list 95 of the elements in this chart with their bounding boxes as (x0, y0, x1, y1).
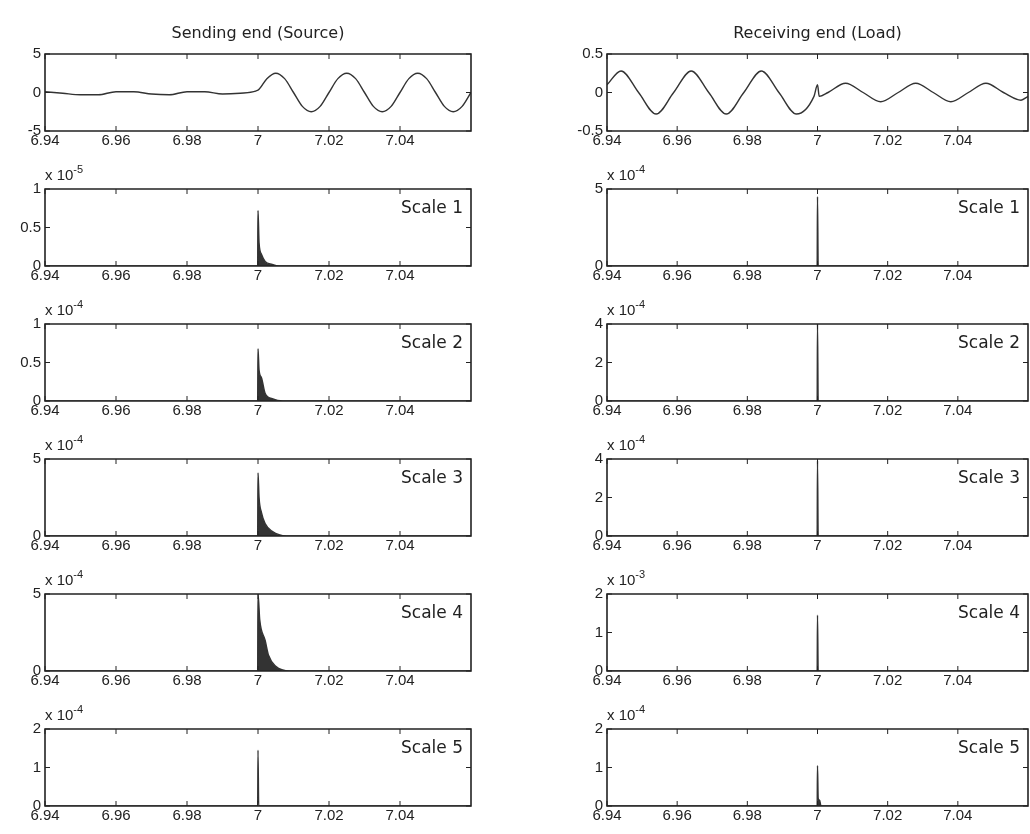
y-tick-label: 5 (594, 179, 603, 197)
y-tick-label: 0.5 (582, 44, 603, 62)
y-tick-label: 2 (594, 352, 603, 370)
x-tick-label: 7 (253, 671, 263, 689)
x-tick-label: 6.98 (172, 806, 202, 824)
annotation: Scale 2 (401, 332, 463, 353)
x-tick-label: 6.96 (662, 401, 692, 419)
x-tick-label: 7.04 (385, 536, 415, 554)
x-tick-label: 7 (813, 536, 822, 554)
annotation: Scale 4 (958, 602, 1020, 623)
x-tick-label: 6.96 (662, 536, 692, 554)
y-tick-label: 2 (594, 487, 603, 505)
x-tick-label: 6.96 (101, 266, 131, 284)
annotation: Scale 3 (958, 467, 1020, 488)
x-tick-label: 6.98 (172, 671, 202, 689)
y-tick-label: 1 (594, 757, 603, 775)
x-tick-label: 7.02 (873, 536, 903, 554)
x-tick-label: 6.98 (732, 401, 762, 419)
y-tick-label: 5 (32, 449, 41, 467)
line-series (607, 70, 1028, 115)
chart-title: Receiving end (Load) (733, 23, 902, 43)
x-tick-label: 7.04 (943, 806, 973, 824)
x-tick-label: 6.96 (101, 401, 131, 419)
x-tick-label: 7.02 (314, 266, 344, 284)
x-tick-label: 6.96 (101, 131, 131, 149)
annotation: Scale 5 (958, 737, 1020, 758)
x-tick-label: 7 (813, 806, 822, 824)
x-tick-label: 7.04 (385, 401, 415, 419)
x-tick-label: 7.04 (943, 266, 973, 284)
x-tick-label: 7 (253, 806, 263, 824)
x-tick-label: 6.96 (662, 671, 692, 689)
x-tick-label: 7.04 (385, 131, 415, 149)
x-tick-label: 6.96 (101, 536, 131, 554)
x-tick-label: 7.04 (943, 671, 973, 689)
x-tick-label: 6.98 (172, 401, 202, 419)
y-tick-label: 1 (32, 314, 41, 332)
x-tick-label: 6.98 (172, 536, 202, 554)
x-tick-label: 7.02 (314, 806, 344, 824)
y-tick-label: 2 (32, 719, 41, 737)
x-tick-label: 7.04 (385, 806, 415, 824)
annotation: Scale 5 (401, 737, 463, 758)
y-tick-label: 4 (594, 314, 603, 332)
x-tick-label: 6.98 (732, 536, 762, 554)
y-tick-label: 1 (32, 757, 41, 775)
x-tick-label: 7.02 (873, 266, 903, 284)
x-tick-label: 6.98 (732, 806, 762, 824)
x-tick-label: 7 (253, 401, 263, 419)
x-tick-label: 7.02 (314, 536, 344, 554)
x-tick-label: 7 (253, 536, 263, 554)
x-tick-label: 7 (813, 401, 822, 419)
x-tick-label: 6.98 (732, 671, 762, 689)
x-tick-label: 7.04 (943, 536, 973, 554)
y-tick-label: 0 (32, 82, 41, 100)
y-tick-label: 0 (594, 82, 603, 100)
y-tick-label: 4 (594, 449, 603, 467)
chart-title: Sending end (Source) (171, 23, 345, 43)
x-tick-label: 7.04 (943, 401, 973, 419)
y-tick-label: 5 (32, 44, 41, 62)
y-tick-label: 5 (32, 584, 41, 602)
x-tick-label: 7.02 (873, 401, 903, 419)
x-tick-label: 7.02 (873, 131, 903, 149)
y-tick-label: 2 (594, 584, 603, 602)
annotation: Scale 4 (401, 602, 463, 623)
x-tick-label: 7.04 (385, 671, 415, 689)
x-tick-label: 6.98 (172, 131, 202, 149)
annotation: Scale 3 (401, 467, 463, 488)
x-tick-label: 6.98 (172, 266, 202, 284)
x-tick-label: 7.02 (314, 131, 344, 149)
y-tick-label: 1 (594, 622, 603, 640)
x-tick-label: 6.96 (101, 806, 131, 824)
x-tick-label: 7.02 (314, 671, 344, 689)
x-tick-label: 7.02 (314, 401, 344, 419)
x-tick-label: 7 (813, 671, 822, 689)
x-tick-label: 7.04 (943, 131, 973, 149)
y-tick-label: 0.5 (20, 352, 41, 370)
line-series (45, 72, 471, 113)
x-tick-label: 7.04 (385, 266, 415, 284)
y-tick-label: 0.5 (20, 217, 41, 235)
x-tick-label: 7 (813, 131, 822, 149)
x-tick-label: 6.98 (732, 266, 762, 284)
x-tick-label: 6.96 (662, 131, 692, 149)
x-tick-label: 7 (813, 266, 822, 284)
x-tick-label: 6.98 (732, 131, 762, 149)
x-tick-label: 7 (253, 266, 263, 284)
x-tick-label: 7.02 (873, 806, 903, 824)
annotation: Scale 1 (958, 197, 1020, 218)
annotation: Scale 2 (958, 332, 1020, 353)
x-tick-label: 6.96 (662, 806, 692, 824)
x-tick-label: 7 (253, 131, 263, 149)
y-tick-label: 1 (32, 179, 41, 197)
y-tick-label: 2 (594, 719, 603, 737)
x-tick-label: 6.96 (101, 671, 131, 689)
x-tick-label: 6.96 (662, 266, 692, 284)
annotation: Scale 1 (401, 197, 463, 218)
x-tick-label: 7.02 (873, 671, 903, 689)
